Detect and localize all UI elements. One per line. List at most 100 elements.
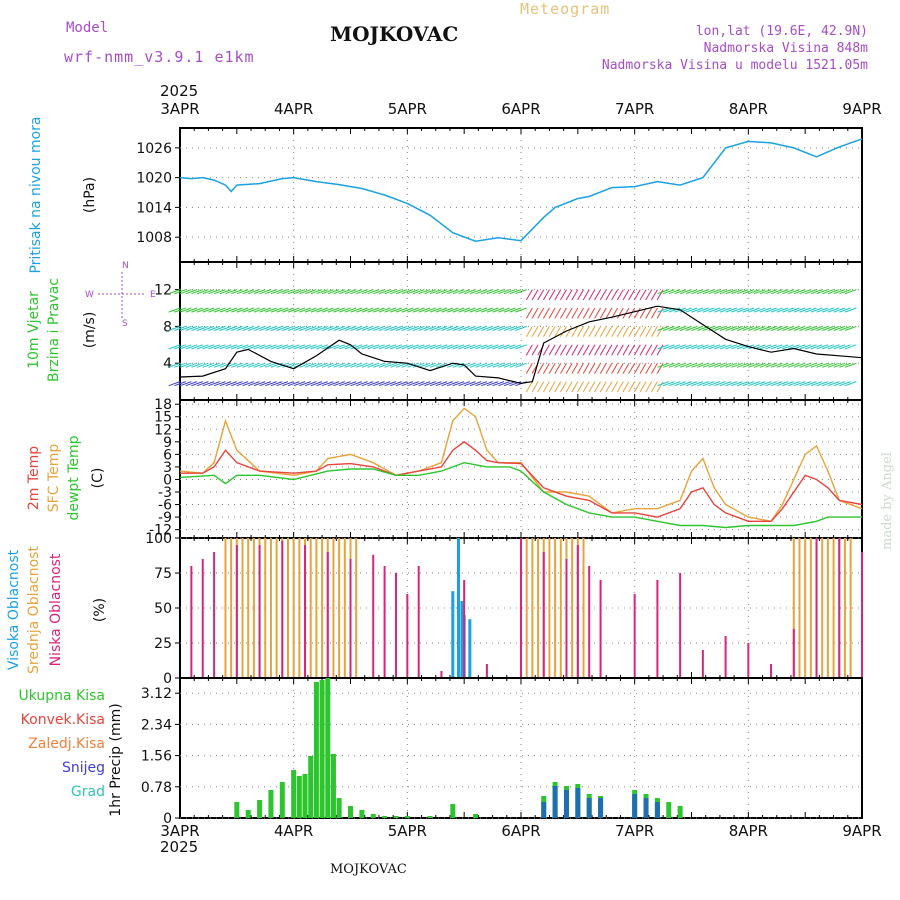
wind-barb bbox=[770, 289, 783, 295]
wind-barb bbox=[725, 307, 738, 313]
wind-barb bbox=[458, 344, 471, 350]
wind-barb bbox=[577, 289, 584, 301]
wind-barb bbox=[350, 344, 363, 350]
wind-barb bbox=[327, 307, 340, 313]
compass-w: W bbox=[85, 290, 94, 300]
wind-barb bbox=[378, 344, 391, 350]
wind-barb bbox=[435, 307, 448, 313]
wind-barb bbox=[208, 344, 220, 350]
wind-barb bbox=[373, 307, 385, 313]
cloud-bar bbox=[190, 566, 193, 678]
cloud-bar bbox=[355, 538, 358, 678]
wind-barb bbox=[503, 362, 516, 368]
wind-barb bbox=[759, 362, 772, 368]
wind-barb bbox=[714, 344, 726, 350]
wind-barb bbox=[435, 381, 448, 387]
wind-barb bbox=[839, 344, 851, 350]
wind-barb bbox=[605, 344, 613, 356]
wind-barb bbox=[605, 307, 613, 319]
wind-barb bbox=[799, 307, 812, 313]
wind-barb bbox=[839, 362, 851, 368]
cloud-bar bbox=[531, 538, 534, 678]
wind-barb bbox=[680, 289, 692, 295]
wind-barb bbox=[650, 289, 658, 301]
precip-legend-label: Snijeg bbox=[62, 760, 105, 776]
wind-barb bbox=[429, 289, 442, 295]
wind-barb bbox=[816, 381, 829, 387]
wind-barb bbox=[219, 307, 232, 313]
wind-barb bbox=[548, 307, 556, 319]
wind-barb bbox=[287, 289, 300, 295]
wind-barb bbox=[685, 344, 698, 350]
wind-barb bbox=[731, 289, 743, 295]
wind-barb bbox=[822, 362, 834, 368]
wind-barb bbox=[464, 381, 476, 387]
wind-barb bbox=[265, 307, 277, 313]
wind-barb bbox=[515, 289, 527, 295]
cloud-bar bbox=[468, 619, 472, 678]
wind-barb bbox=[214, 307, 226, 313]
x-tick-label-bottom: 3APR bbox=[160, 822, 199, 840]
temp-line bbox=[179, 407, 863, 523]
wind-barb bbox=[748, 344, 760, 350]
wind-barb bbox=[486, 307, 499, 313]
cloud-bar bbox=[588, 566, 591, 678]
cloud-bar bbox=[815, 538, 818, 678]
wind-barb bbox=[776, 344, 789, 350]
cloud-bar bbox=[258, 545, 261, 678]
wind-barb bbox=[708, 362, 721, 368]
wind-barb bbox=[594, 326, 601, 338]
wind-barb bbox=[265, 381, 277, 387]
wind-barb bbox=[498, 307, 510, 313]
wind-barb bbox=[418, 307, 431, 313]
wind-barb bbox=[378, 381, 391, 387]
wind-barb bbox=[214, 381, 226, 387]
wind-barb bbox=[418, 325, 431, 331]
wind-barb bbox=[742, 381, 755, 387]
wind-barb bbox=[805, 381, 817, 387]
wind-barb bbox=[611, 326, 619, 338]
wind-barb bbox=[509, 289, 522, 295]
wind-barb bbox=[827, 381, 840, 387]
wind-barb bbox=[339, 381, 351, 387]
wind-barb bbox=[310, 289, 323, 295]
wind-barb bbox=[725, 344, 738, 350]
wind-barb bbox=[503, 289, 516, 295]
wind-barb bbox=[214, 344, 226, 350]
wind-barb bbox=[458, 307, 471, 313]
chart-title: Meteogram bbox=[520, 0, 611, 18]
wind-barb bbox=[395, 307, 408, 313]
wind-barb bbox=[628, 326, 636, 338]
wind-barb bbox=[537, 326, 545, 338]
wind-barb bbox=[310, 362, 323, 368]
x-tick-label-top: 8APR bbox=[729, 100, 768, 118]
wind-barb bbox=[248, 381, 260, 387]
cloud-bar bbox=[843, 538, 846, 678]
wind-barb bbox=[542, 326, 550, 338]
wind-barb bbox=[179, 344, 192, 350]
wind-barb bbox=[633, 362, 641, 374]
wind-barb bbox=[582, 344, 590, 356]
wind-barb bbox=[447, 325, 459, 331]
precip-bar bbox=[654, 802, 660, 818]
wind-barb bbox=[656, 326, 664, 338]
wind-barb bbox=[185, 325, 198, 331]
wind-barb bbox=[628, 381, 636, 393]
wind-barb bbox=[248, 325, 260, 331]
wind-barb bbox=[599, 326, 607, 338]
x-tick-label-bottom: 7APR bbox=[615, 822, 654, 840]
wind-barb bbox=[412, 344, 425, 350]
wind-barb bbox=[270, 381, 283, 387]
wind-barb bbox=[259, 344, 272, 350]
wind-barb bbox=[174, 325, 186, 331]
wind-barb bbox=[333, 344, 345, 350]
wind-barb bbox=[486, 289, 499, 295]
y-tick-label: -6 bbox=[158, 498, 172, 514]
wind-barb bbox=[202, 381, 215, 387]
wind-barb bbox=[844, 307, 857, 313]
wind-barb bbox=[577, 307, 584, 319]
wind-barb bbox=[525, 381, 533, 393]
wind-barb bbox=[691, 289, 704, 295]
wind-barb bbox=[548, 362, 556, 374]
wind-barb bbox=[310, 344, 323, 350]
